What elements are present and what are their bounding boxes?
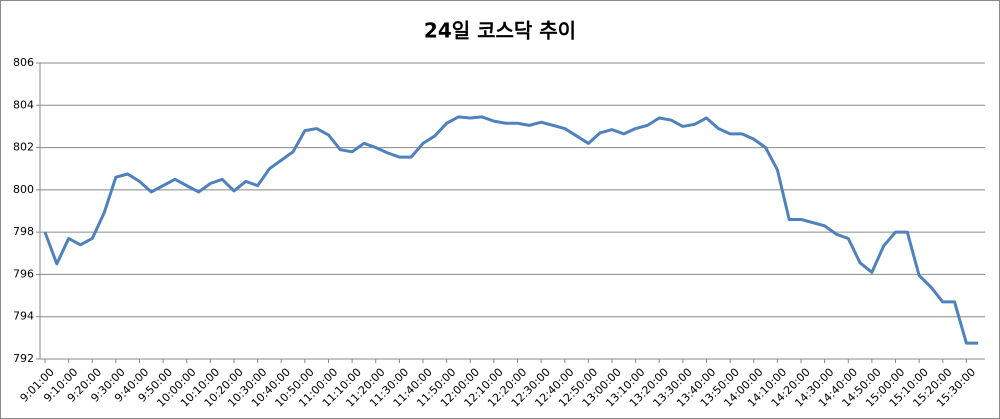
y-tick-label: 794 — [13, 310, 34, 323]
line-series — [43, 115, 979, 345]
y-tick-label: 798 — [13, 225, 34, 238]
y-tick-label: 800 — [13, 183, 34, 196]
chart-title: 24일 코스닥 추이 — [424, 19, 576, 43]
y-tick-label: 792 — [13, 352, 34, 365]
y-tick-label: 796 — [13, 267, 34, 280]
y-tick-label: 806 — [13, 56, 34, 69]
y-tick-label: 802 — [13, 141, 34, 154]
y-tick-label: 804 — [13, 98, 34, 111]
